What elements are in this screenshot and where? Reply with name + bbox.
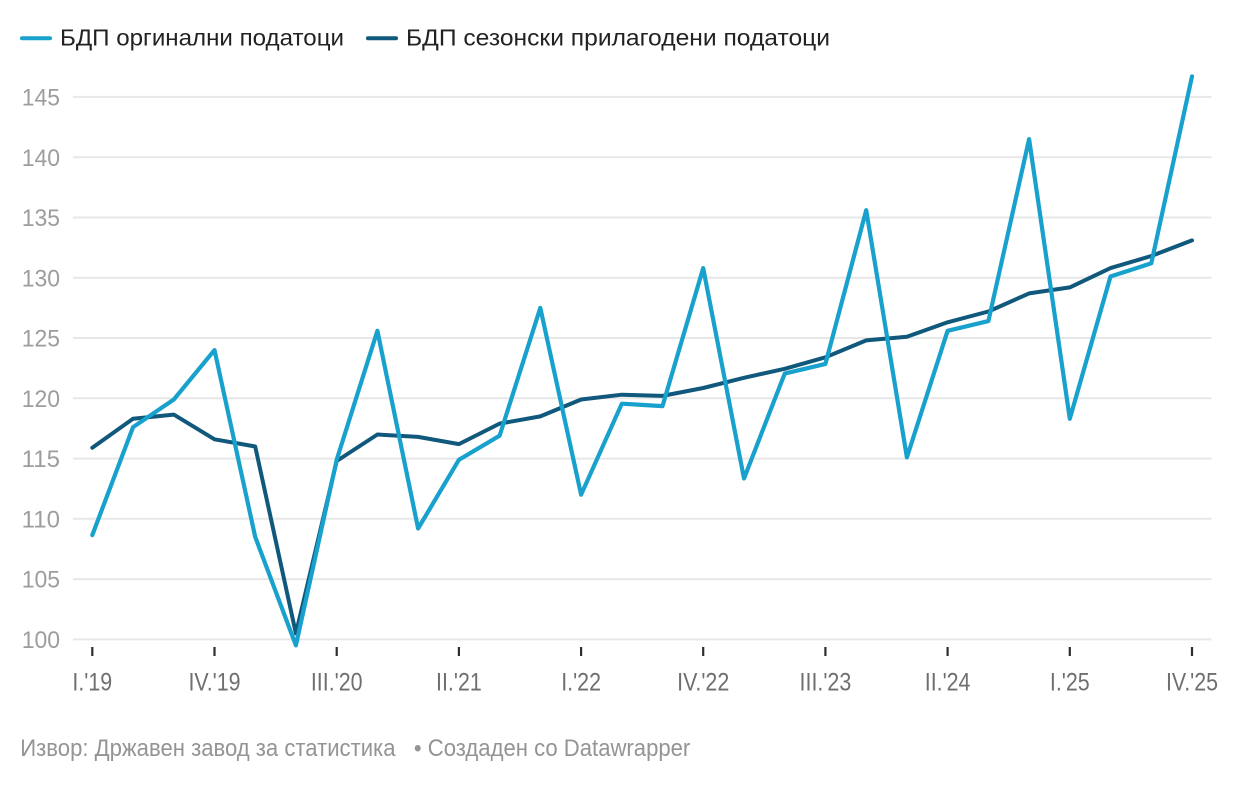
svg-text:I.'19: I.'19 [72,669,112,697]
svg-text:III.'20: III.'20 [311,669,363,697]
svg-text:120: 120 [22,386,60,413]
svg-text:Извор: Државен завод за статис: Извор: Државен завод за статистика • Соз… [20,735,690,762]
svg-text:БДП сезонски прилагодени подат: БДП сезонски прилагодени податоци [406,25,830,51]
svg-text:II.'24: II.'24 [925,669,971,697]
svg-text:I.'22: I.'22 [561,669,601,697]
svg-text:БДП оргинални податоци: БДП оргинални податоци [60,25,344,51]
svg-text:IV.'25: IV.'25 [1166,669,1218,697]
svg-text:IV.'22: IV.'22 [677,669,729,697]
svg-text:140: 140 [22,145,60,172]
svg-text:105: 105 [22,567,60,594]
svg-text:III.'23: III.'23 [800,669,852,697]
svg-text:135: 135 [22,205,60,232]
svg-text:115: 115 [22,446,60,473]
svg-text:I.'25: I.'25 [1050,669,1090,697]
svg-text:145: 145 [22,85,60,112]
svg-text:130: 130 [22,265,60,292]
svg-text:II.'21: II.'21 [436,669,482,697]
svg-text:IV.'19: IV.'19 [188,669,240,697]
svg-text:110: 110 [22,506,60,533]
svg-text:100: 100 [22,627,60,654]
svg-text:125: 125 [22,326,60,353]
